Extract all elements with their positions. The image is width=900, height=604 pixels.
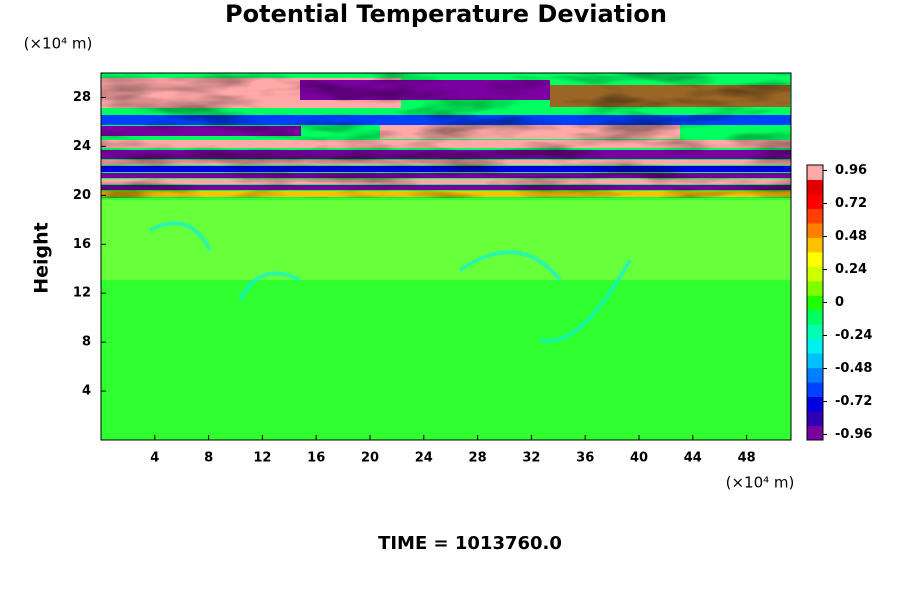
colorbar-tick-label: 0.24	[835, 262, 867, 277]
colorbar-level	[807, 425, 823, 441]
colorbar-tick-label: 0.48	[835, 229, 867, 244]
x-tick-label: 28	[469, 451, 487, 466]
colorbar-level	[807, 266, 823, 282]
colorbar-tick-label: -0.48	[835, 361, 872, 376]
x-tick-label: 36	[576, 451, 594, 466]
x-unit: (×10⁴ m)	[726, 474, 795, 492]
colorbar-level	[807, 251, 823, 267]
colorbar-level	[807, 193, 823, 209]
colorbar-level	[807, 353, 823, 369]
colorbar-level	[807, 295, 823, 311]
annotation: TIME = 1013760.0	[378, 533, 562, 554]
y-tick-label: 28	[73, 90, 91, 105]
y-tick-label: 20	[73, 188, 91, 203]
y-tick-label: 24	[73, 139, 91, 154]
colorbar-outline	[806, 164, 824, 441]
colorbar-tick-label: -0.24	[835, 328, 872, 343]
x-tick-label: 24	[415, 451, 433, 466]
x-tick-label: 44	[684, 451, 702, 466]
colorbar-tick-label: -0.72	[835, 394, 872, 409]
colorbar-level	[807, 411, 823, 427]
colorbar-level	[807, 179, 823, 195]
y-tick-label: 4	[82, 384, 91, 399]
plot-frame	[100, 72, 792, 441]
field-band	[101, 200, 791, 280]
colorbar-level	[807, 237, 823, 253]
x-tick-label: 48	[738, 451, 756, 466]
field	[101, 73, 791, 440]
colorbar-level	[807, 382, 823, 398]
colorbar-level	[807, 396, 823, 412]
x-tick-label: 16	[307, 451, 325, 466]
x-tick-label: 4	[150, 451, 159, 466]
colorbar-level	[807, 338, 823, 354]
colorbar-tick-label: 0.72	[835, 196, 867, 211]
colorbar-tick-label: 0	[835, 295, 844, 310]
y-tick-label: 12	[73, 286, 91, 301]
colorbar-level	[807, 309, 823, 325]
colorbar-level	[807, 367, 823, 383]
chart-title: Potential Temperature Deviation	[225, 0, 667, 28]
colorbar-level	[807, 165, 823, 180]
colorbar-level	[807, 324, 823, 340]
colorbar-level	[807, 222, 823, 238]
x-tick-label: 40	[630, 451, 648, 466]
x-tick-label: 12	[253, 451, 271, 466]
colorbar-level	[807, 280, 823, 296]
y-unit: (×10⁴ m)	[24, 35, 93, 53]
y-tick-label: 8	[82, 335, 91, 350]
y-axis-label: Height	[31, 222, 53, 294]
x-tick-label: 8	[204, 451, 213, 466]
y-tick-label: 16	[73, 237, 91, 252]
x-tick-label: 32	[522, 451, 540, 466]
colorbar-level	[807, 208, 823, 224]
x-tick-label: 20	[361, 451, 379, 466]
colorbar-tick-label: 0.96	[835, 163, 867, 178]
colorbar-tick-label: -0.96	[835, 427, 872, 442]
